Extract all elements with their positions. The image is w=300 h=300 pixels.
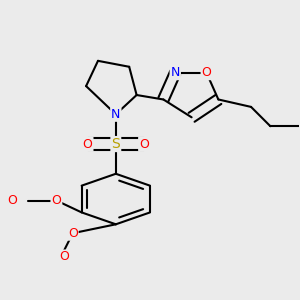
Text: O: O: [59, 250, 69, 263]
Text: N: N: [111, 108, 121, 121]
Text: O: O: [82, 138, 92, 151]
Text: O: O: [7, 194, 17, 207]
Text: O: O: [68, 227, 78, 240]
Text: S: S: [111, 137, 120, 151]
Text: O: O: [202, 66, 212, 79]
Text: N: N: [171, 66, 180, 79]
Text: O: O: [139, 138, 149, 151]
Text: O: O: [51, 194, 61, 207]
